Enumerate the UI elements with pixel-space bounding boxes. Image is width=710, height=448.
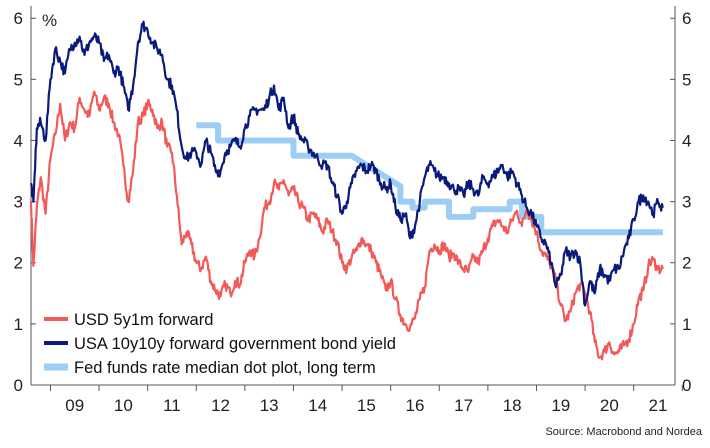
y-tick-label-left-1: 1 (14, 315, 23, 334)
y-tick-label-right-2: 2 (682, 254, 691, 273)
legend: USD 5y1m forward USA 10y10y forward gove… (44, 311, 396, 377)
x-tick-label-9: 18 (503, 396, 522, 415)
x-tick-label-6: 15 (357, 396, 376, 415)
y-tick-label-left-6: 6 (14, 9, 23, 28)
legend-label-fed: Fed funds rate median dot plot, long ter… (74, 359, 376, 377)
y-axis-right: 0 1 2 3 4 5 6 (670, 6, 691, 395)
y-tick-label-right-0: 0 (682, 376, 691, 395)
y-tick-label-right-1: 1 (682, 315, 691, 334)
x-tick-label-8: 17 (454, 396, 473, 415)
x-tick-label-1: 10 (114, 396, 133, 415)
y-tick-label-left-4: 4 (14, 131, 23, 150)
x-tick-label-5: 14 (308, 396, 327, 415)
legend-label-usd: USD 5y1m forward (74, 311, 213, 329)
legend-label-usa: USA 10y10y forward government bond yield (74, 335, 396, 353)
y-tick-label-right-6: 6 (682, 9, 691, 28)
x-tick-label-11: 20 (600, 396, 619, 415)
series-line-fed-dot-plot (196, 122, 663, 236)
source-note: Source: Macrobond and Nordea (545, 426, 702, 438)
x-tick-label-3: 12 (211, 396, 230, 415)
y-tick-label-right-5: 5 (682, 70, 691, 89)
series-line-usa-10y10y (29, 20, 664, 307)
y-tick-label-left-0: 0 (14, 376, 23, 395)
x-tick-label-0: 09 (65, 396, 84, 415)
x-tick-label-2: 11 (163, 396, 181, 415)
x-tick-label-4: 13 (260, 396, 279, 415)
x-tick-label-10: 19 (551, 396, 570, 415)
y-tick-label-left-2: 2 (14, 254, 23, 273)
x-axis: 09 10 11 12 13 14 15 16 17 18 19 20 21 (31, 384, 683, 415)
unit-label: % (42, 11, 57, 30)
x-tick-label-12: 21 (649, 396, 668, 415)
y-tick-label-left-5: 5 (14, 70, 23, 89)
y-tick-label-right-4: 4 (682, 131, 691, 150)
y-tick-label-left-3: 3 (14, 193, 23, 212)
x-tick-label-7: 16 (406, 396, 425, 415)
y-tick-label-right-3: 3 (682, 193, 691, 212)
